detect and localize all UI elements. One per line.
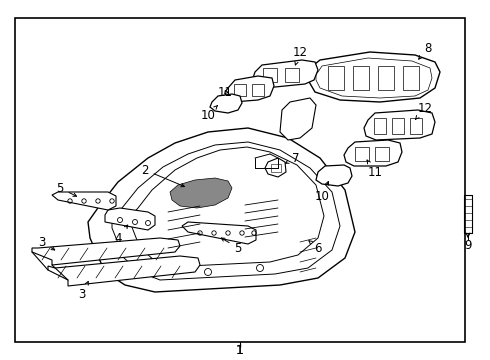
Bar bbox=[328, 66, 344, 90]
Polygon shape bbox=[316, 165, 352, 186]
Bar bbox=[252, 84, 264, 96]
Polygon shape bbox=[316, 58, 432, 98]
Text: 8: 8 bbox=[418, 41, 432, 59]
Bar bbox=[403, 66, 419, 90]
Polygon shape bbox=[253, 60, 318, 88]
Polygon shape bbox=[280, 98, 316, 140]
Polygon shape bbox=[52, 192, 116, 210]
Polygon shape bbox=[130, 147, 324, 267]
Polygon shape bbox=[105, 208, 155, 230]
Bar bbox=[353, 66, 369, 90]
Polygon shape bbox=[308, 52, 440, 102]
Polygon shape bbox=[364, 110, 435, 140]
Text: 10: 10 bbox=[315, 181, 329, 202]
Bar bbox=[234, 84, 246, 96]
Polygon shape bbox=[32, 238, 180, 265]
Polygon shape bbox=[265, 158, 286, 177]
Bar bbox=[374, 118, 386, 134]
Text: 5: 5 bbox=[221, 238, 242, 255]
Polygon shape bbox=[344, 140, 402, 166]
Text: 1: 1 bbox=[236, 343, 244, 356]
Bar bbox=[285, 68, 299, 82]
Text: 11: 11 bbox=[367, 160, 383, 179]
Text: 3: 3 bbox=[38, 235, 55, 250]
Bar bbox=[392, 118, 404, 134]
Text: 5: 5 bbox=[56, 181, 76, 196]
Text: 3: 3 bbox=[78, 282, 88, 301]
Text: 11: 11 bbox=[218, 86, 232, 99]
Polygon shape bbox=[88, 128, 355, 292]
Text: 6: 6 bbox=[309, 240, 322, 255]
Polygon shape bbox=[170, 178, 232, 208]
Polygon shape bbox=[225, 76, 274, 102]
Text: 7: 7 bbox=[286, 152, 300, 165]
Polygon shape bbox=[210, 94, 242, 113]
Bar bbox=[378, 66, 394, 90]
Text: 9: 9 bbox=[464, 239, 472, 252]
Polygon shape bbox=[112, 142, 340, 280]
Bar bbox=[355, 147, 369, 161]
Text: 12: 12 bbox=[293, 45, 308, 65]
Text: 10: 10 bbox=[200, 105, 218, 122]
Polygon shape bbox=[182, 222, 256, 244]
Bar bbox=[271, 164, 281, 172]
Bar bbox=[410, 118, 422, 134]
Text: 4: 4 bbox=[114, 225, 128, 244]
Text: 1: 1 bbox=[236, 343, 244, 356]
Bar bbox=[263, 68, 277, 82]
Text: 12: 12 bbox=[416, 102, 433, 120]
Polygon shape bbox=[48, 256, 200, 286]
Bar bbox=[375, 147, 389, 161]
Text: 2: 2 bbox=[141, 163, 184, 187]
